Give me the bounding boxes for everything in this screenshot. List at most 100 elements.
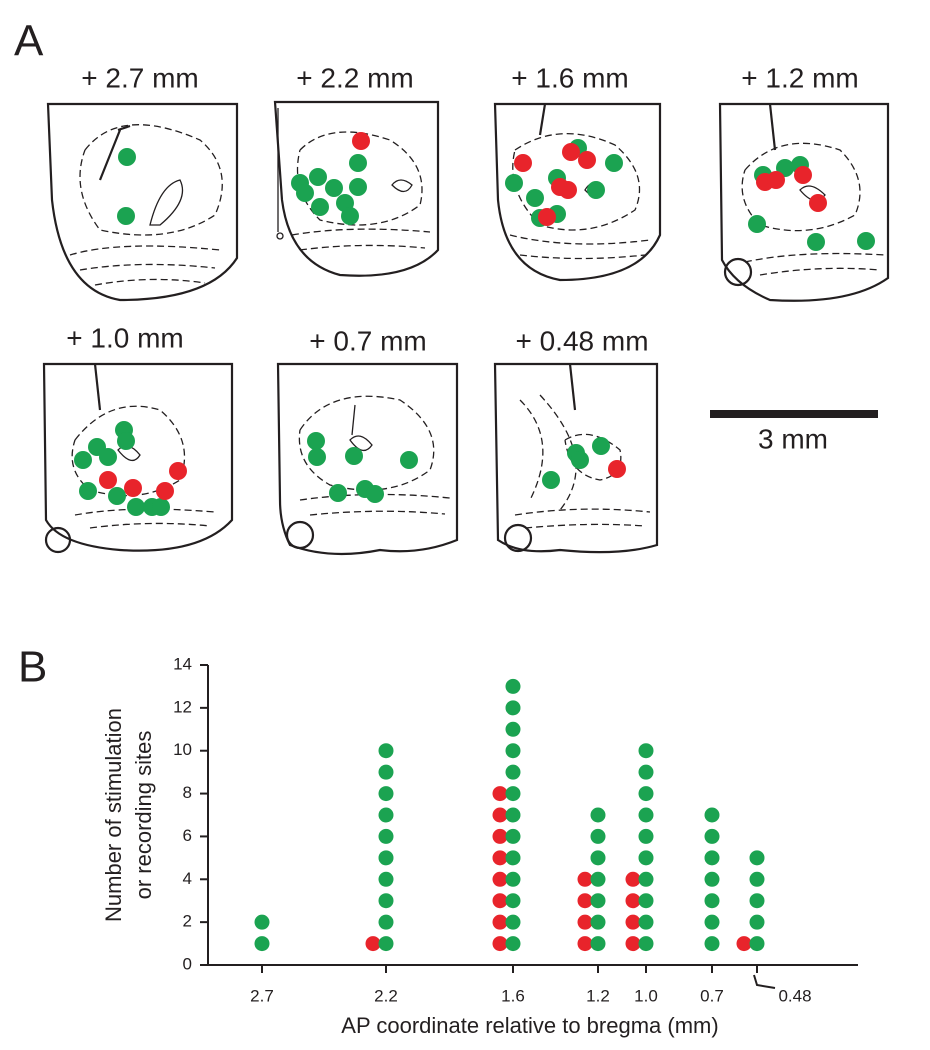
site-dot: [807, 233, 825, 251]
site-dot: [608, 460, 626, 478]
site-count-dot: [378, 893, 394, 909]
site-dot: [605, 154, 623, 172]
site-dot: [526, 189, 544, 207]
site-count-dot: [505, 828, 521, 844]
site-dot: [857, 232, 875, 250]
site-dot: [505, 174, 523, 192]
site-dot: [127, 498, 145, 516]
site-count-dot: [590, 893, 606, 909]
site-count-dot: [577, 914, 593, 930]
site-count-dot: [625, 871, 641, 887]
site-count-dot: [590, 850, 606, 866]
site-count-dot: [638, 936, 654, 952]
site-count-dot: [365, 936, 381, 952]
y-tick-label: 12: [173, 697, 192, 716]
x-tick-label: 2.7: [250, 986, 274, 1005]
site-dot: [117, 432, 135, 450]
site-count-dot: [505, 850, 521, 866]
site-count-dot: [492, 828, 508, 844]
site-dot: [118, 148, 136, 166]
label-leader: [753, 974, 776, 989]
site-count-dot: [505, 743, 521, 759]
y-tick-label: 8: [183, 783, 192, 802]
x-tick-label: 2.2: [374, 986, 398, 1005]
site-count-dot: [590, 871, 606, 887]
site-count-dot: [625, 914, 641, 930]
site-count-dot: [638, 850, 654, 866]
site-count-dot: [505, 893, 521, 909]
site-count-dot: [577, 871, 593, 887]
site-dot: [169, 462, 187, 480]
site-count-dot: [749, 850, 765, 866]
site-count-dot: [749, 893, 765, 909]
site-count-dot: [704, 807, 720, 823]
site-count-dot: [254, 914, 270, 930]
section-title: + 0.7 mm: [309, 325, 426, 356]
y-tick-label: 2: [183, 912, 192, 931]
site-dot: [767, 171, 785, 189]
site-dot: [341, 207, 359, 225]
site-dot: [74, 451, 92, 469]
site-dot: [79, 482, 97, 500]
y-tick-label: 4: [183, 869, 192, 888]
site-dot: [108, 487, 126, 505]
site-count-dot: [254, 936, 270, 952]
site-dot: [152, 498, 170, 516]
site-count-dot: [492, 850, 508, 866]
panel-label: B: [18, 643, 47, 692]
site-count-dot: [378, 743, 394, 759]
site-dot: [349, 178, 367, 196]
site-count-dot: [704, 914, 720, 930]
panel-label: A: [14, 17, 44, 66]
x-tick-label: 0.7: [700, 986, 724, 1005]
brain-sections: [42, 100, 890, 556]
site-count-dot: [492, 871, 508, 887]
site-count-dot: [505, 721, 521, 737]
site-count-dot: [749, 871, 765, 887]
site-count-dot: [638, 764, 654, 780]
section-title: + 1.0 mm: [66, 322, 183, 353]
site-count-dot: [577, 936, 593, 952]
site-count-dot: [638, 786, 654, 802]
site-dot: [514, 154, 532, 172]
site-count-dot: [492, 914, 508, 930]
section-title: + 2.2 mm: [296, 62, 413, 93]
site-count-dot: [704, 936, 720, 952]
site-dot: [296, 184, 314, 202]
x-axis-title: AP coordinate relative to bregma (mm): [341, 1013, 718, 1038]
site-count-dot: [704, 893, 720, 909]
section-title: + 1.6 mm: [511, 62, 628, 93]
scale-bar-label: 3 mm: [758, 423, 828, 454]
site-count-dot: [492, 936, 508, 952]
site-dot: [307, 432, 325, 450]
site-dot: [329, 484, 347, 502]
site-count-dot: [505, 786, 521, 802]
site-dot: [325, 179, 343, 197]
site-count-dot: [505, 936, 521, 952]
site-dot: [349, 154, 367, 172]
site-dot: [542, 471, 560, 489]
site-count-dot: [704, 871, 720, 887]
section-title: + 2.7 mm: [81, 62, 198, 93]
site-count-dot: [638, 871, 654, 887]
site-count-dot: [505, 871, 521, 887]
site-count-dot: [736, 936, 752, 952]
site-dot: [117, 207, 135, 225]
site-count-dot: [505, 678, 521, 694]
site-count-dot: [749, 914, 765, 930]
site-dot: [587, 181, 605, 199]
site-count-dot: [749, 936, 765, 952]
site-count-dot: [577, 893, 593, 909]
site-count-dot: [590, 936, 606, 952]
site-count-dot: [505, 914, 521, 930]
site-dot: [345, 447, 363, 465]
x-tick-label: 0.48: [778, 986, 811, 1005]
site-count-dot: [378, 786, 394, 802]
site-count-dot: [492, 807, 508, 823]
site-count-dot: [625, 893, 641, 909]
section-title: + 0.48 mm: [515, 325, 648, 356]
site-dot: [571, 451, 589, 469]
y-tick-label: 6: [183, 826, 192, 845]
site-count-dot: [638, 893, 654, 909]
